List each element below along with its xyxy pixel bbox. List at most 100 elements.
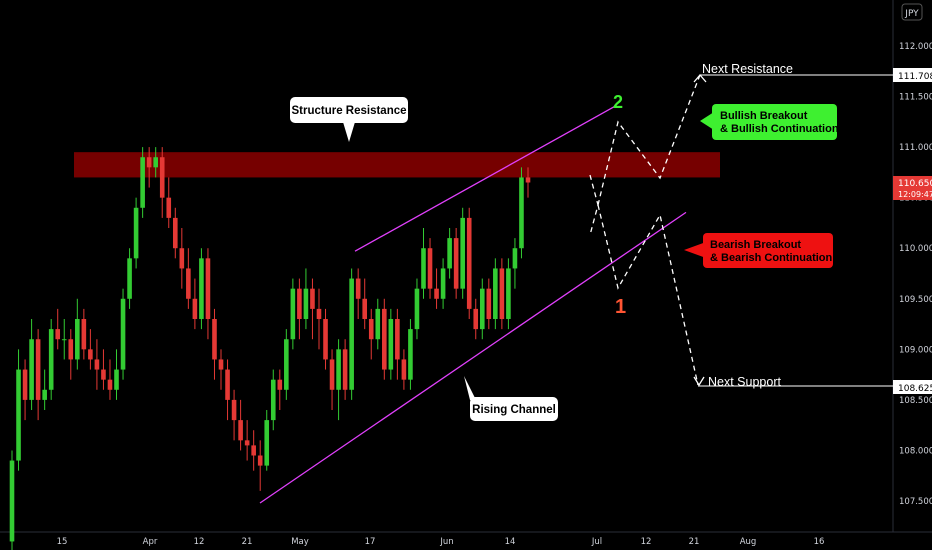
candle bbox=[316, 288, 322, 350]
candle-body bbox=[218, 359, 224, 370]
x-tick-label: Jun bbox=[439, 537, 453, 547]
candle-body bbox=[447, 238, 452, 269]
candle-body bbox=[473, 308, 479, 330]
candle bbox=[329, 349, 335, 410]
candle bbox=[81, 308, 87, 360]
candle-body bbox=[316, 308, 322, 319]
candle-body bbox=[388, 319, 394, 370]
candle-body bbox=[61, 339, 67, 341]
projection-bullish-path bbox=[597, 74, 701, 206]
projection-bearish-path bbox=[597, 204, 699, 386]
zones bbox=[74, 152, 720, 178]
candle bbox=[479, 278, 485, 340]
wave-2-label: 2 bbox=[613, 92, 623, 112]
candle bbox=[179, 228, 185, 289]
candle-body bbox=[512, 248, 518, 269]
candle bbox=[506, 258, 511, 330]
candle-body bbox=[329, 359, 335, 390]
candle-body bbox=[238, 420, 243, 441]
candle-body bbox=[434, 288, 439, 299]
candle-body bbox=[133, 207, 139, 259]
candle bbox=[427, 238, 433, 299]
candles bbox=[9, 147, 531, 550]
candle bbox=[453, 228, 459, 299]
candle-body bbox=[107, 379, 113, 390]
candle-body bbox=[395, 319, 400, 360]
candle-body bbox=[9, 460, 15, 542]
candle bbox=[172, 207, 178, 259]
x-tick-label: 17 bbox=[365, 537, 376, 547]
candle-body bbox=[401, 359, 407, 380]
candle-body bbox=[408, 329, 413, 380]
rising-channel-callout[interactable]: Rising Channel bbox=[464, 376, 558, 421]
candle-body bbox=[499, 268, 505, 319]
candle-body bbox=[506, 268, 511, 319]
candle-body bbox=[88, 349, 93, 360]
currency-label: JPY bbox=[904, 9, 919, 19]
candle-body bbox=[303, 288, 309, 319]
current-price-countdown: 12:09:47 bbox=[898, 190, 932, 199]
candle-body bbox=[368, 319, 374, 340]
next-resistance-arrow-icon bbox=[693, 74, 707, 83]
candle-body bbox=[479, 288, 485, 330]
candle bbox=[225, 359, 230, 421]
candle bbox=[146, 147, 152, 188]
candle-body bbox=[414, 288, 420, 330]
candle-body bbox=[172, 217, 178, 249]
candle bbox=[408, 319, 413, 390]
x-tick-label: Jul bbox=[591, 537, 602, 547]
next-support-price-tag: 108.625 bbox=[893, 380, 932, 394]
candle bbox=[94, 339, 100, 390]
candle bbox=[61, 319, 67, 360]
candle-body bbox=[362, 298, 368, 319]
candle bbox=[55, 308, 61, 350]
candle-body bbox=[114, 369, 119, 390]
candle-body bbox=[453, 238, 459, 289]
candle-body bbox=[251, 445, 256, 456]
bullish-callout-line-1: Bullish Breakout bbox=[720, 110, 808, 122]
y-tick-label: 112.000 bbox=[899, 42, 932, 52]
wave-1-label: 1 bbox=[615, 296, 626, 318]
candle bbox=[257, 440, 263, 491]
candle-body bbox=[199, 258, 204, 319]
candle bbox=[401, 349, 407, 390]
structure-resistance-zone bbox=[74, 152, 720, 178]
candle bbox=[336, 339, 341, 421]
candle bbox=[388, 308, 394, 380]
bearish-callout[interactable]: Bearish Breakout & Bearish Continuation bbox=[684, 233, 833, 268]
candle bbox=[519, 167, 524, 259]
candle-body bbox=[375, 308, 381, 340]
candle bbox=[166, 177, 172, 228]
candle bbox=[290, 278, 296, 350]
candle-body bbox=[264, 420, 270, 466]
candle bbox=[114, 349, 119, 400]
candle-body bbox=[277, 379, 283, 390]
candle-body bbox=[486, 288, 492, 319]
candle bbox=[153, 147, 158, 178]
candle bbox=[159, 147, 165, 218]
candle bbox=[525, 167, 531, 198]
x-axis-ticks: 15 Apr 12 21 May 17 Jun 14 Jul 12 21 Aug 16 bbox=[57, 537, 825, 547]
candle-body bbox=[349, 278, 354, 390]
candle-body bbox=[68, 339, 74, 360]
candle bbox=[48, 319, 54, 400]
candle-body bbox=[427, 248, 433, 289]
bullish-callout[interactable]: Bullish Breakout & Bullish Continuation bbox=[700, 104, 839, 140]
candle-body bbox=[120, 298, 126, 370]
candle-body bbox=[382, 308, 387, 370]
structure-resistance-callout[interactable]: Structure Resistance bbox=[290, 97, 408, 142]
candle-body bbox=[225, 369, 230, 400]
candle-body bbox=[35, 339, 41, 400]
x-tick-label: May bbox=[291, 537, 309, 547]
candle-body bbox=[342, 349, 348, 390]
currency-badge[interactable] bbox=[901, 3, 923, 21]
candle-body bbox=[205, 258, 211, 319]
candle-body bbox=[101, 369, 106, 380]
candle-body bbox=[29, 339, 34, 400]
candle bbox=[349, 268, 354, 400]
candle-body bbox=[257, 455, 263, 466]
candle-body bbox=[159, 157, 165, 198]
candle bbox=[199, 248, 204, 330]
